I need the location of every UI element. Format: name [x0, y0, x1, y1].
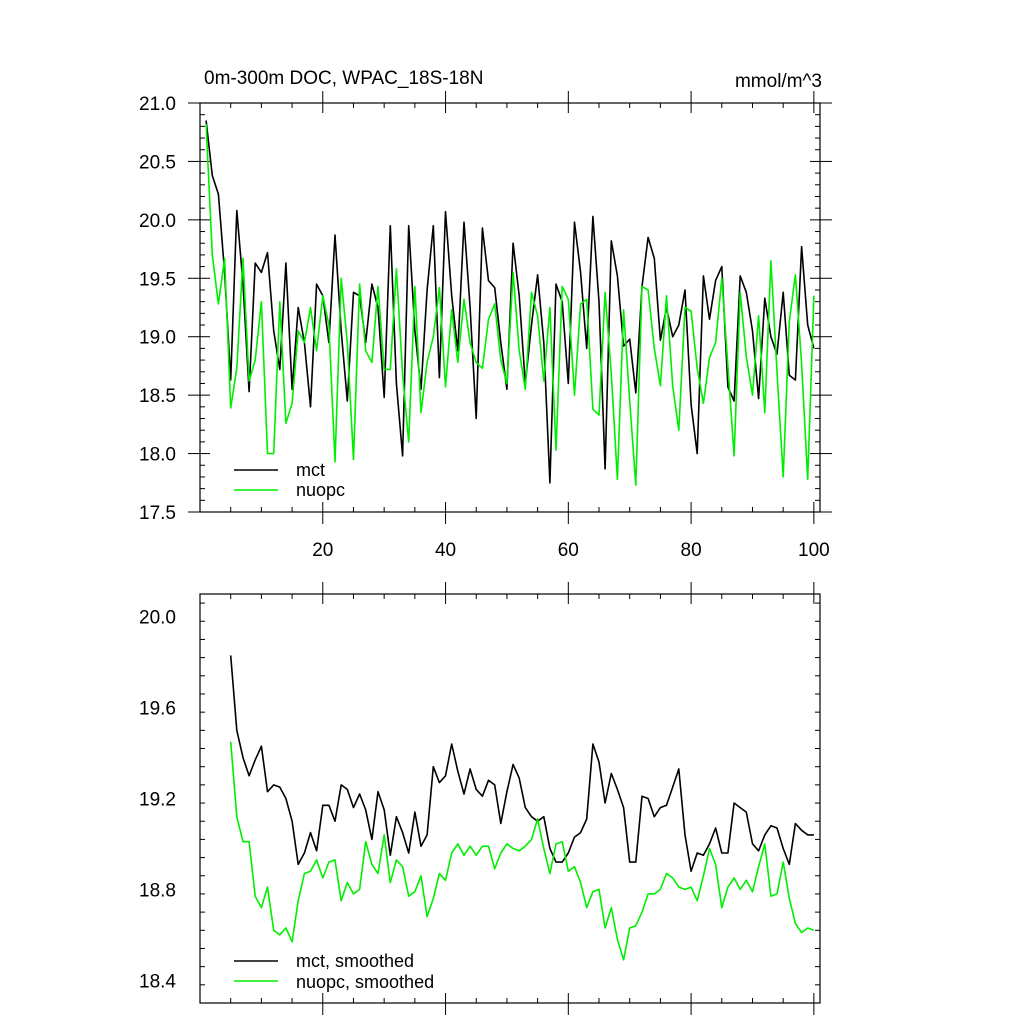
legend-label-nuopc-smoothed: nuopc, smoothed [296, 972, 434, 992]
bottom-panel: 18.4 18.8 19.2 19.6 20.0 mct, smoothed nuopc… [139, 582, 821, 1015]
top-panel-series [205, 120, 815, 486]
bottom-y-tick-label: 18.8 [139, 880, 176, 901]
top-panel: 0m-300m DOC, WPAC_18S-18N mmol/m^3 20 40 6… [139, 68, 832, 561]
bottom-series-nuopc-smoothed [229, 741, 815, 961]
top-y-tick-label: 19.0 [139, 328, 176, 349]
top-y-tick-label: 18.5 [139, 386, 176, 407]
legend-label-mct: mct [296, 460, 325, 480]
bottom-panel-legend: mct, smoothed nuopc, smoothed [234, 951, 434, 992]
top-x-tick-label: 60 [558, 540, 579, 561]
top-x-tick-label: 100 [798, 540, 830, 561]
top-panel-legend: mct nuopc [234, 460, 345, 500]
top-panel-plot-frame [199, 102, 821, 513]
top-panel-units: mmol/m^3 [735, 71, 822, 92]
top-y-tick-label: 20.0 [139, 211, 176, 232]
bottom-series-mct-smoothed [229, 655, 814, 873]
top-y-tick-label: 20.5 [139, 152, 176, 173]
top-y-tick-label: 19.5 [139, 269, 176, 290]
legend-label-nuopc: nuopc [296, 480, 345, 500]
top-series-nuopc [205, 123, 815, 486]
bottom-y-tick-label: 20.0 [139, 608, 176, 629]
bottom-panel-plot-frame [199, 593, 821, 1004]
legend-label-mct-smoothed: mct, smoothed [296, 951, 414, 971]
top-panel-title: 0m-300m DOC, WPAC_18S-18N [204, 68, 483, 89]
top-y-tick-label: 17.5 [139, 503, 176, 524]
bottom-y-tick-label: 18.4 [139, 971, 176, 992]
top-x-tick-label: 40 [435, 540, 456, 561]
bottom-y-tick-label: 19.2 [139, 790, 176, 811]
top-panel-ticks: 20 40 60 80 100 17.5 18.0 18.5 19.0 19.5 20.0 20.5 2… [139, 91, 832, 561]
top-x-tick-label: 80 [681, 540, 702, 561]
top-y-tick-label: 21.0 [139, 94, 176, 115]
bottom-panel-series [229, 655, 815, 961]
bottom-panel-ticks: 18.4 18.8 19.2 19.6 20.0 [139, 582, 820, 1015]
bottom-y-tick-label: 19.6 [139, 699, 176, 720]
top-y-tick-label: 18.0 [139, 445, 176, 466]
top-x-tick-label: 20 [312, 540, 333, 561]
